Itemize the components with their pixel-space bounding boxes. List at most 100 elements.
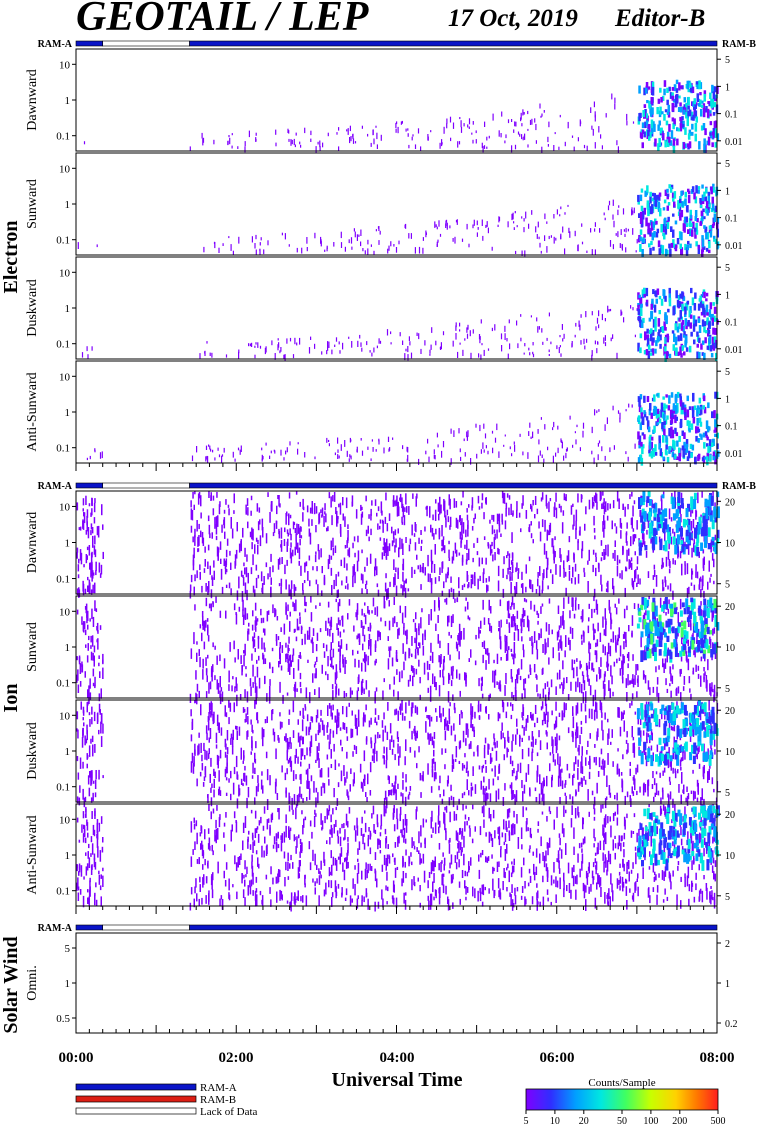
data-cell xyxy=(482,572,485,583)
data-cell xyxy=(574,334,576,338)
data-cell xyxy=(486,146,488,149)
data-cell xyxy=(557,630,560,638)
data-cell xyxy=(612,500,615,509)
data-cell xyxy=(706,210,709,216)
data-cell xyxy=(339,524,342,534)
data-cell xyxy=(596,410,598,414)
data-cell xyxy=(659,244,663,254)
data-cell xyxy=(609,308,612,312)
data-cell xyxy=(312,566,314,571)
data-cell xyxy=(225,712,228,718)
data-cell xyxy=(244,567,246,575)
data-cell xyxy=(207,586,209,595)
data-cell xyxy=(297,659,300,671)
data-cell xyxy=(433,732,436,739)
data-cell xyxy=(703,93,706,102)
data-cell xyxy=(545,550,548,559)
data-cell xyxy=(668,794,670,807)
data-cell xyxy=(409,341,411,346)
data-cell xyxy=(675,405,678,414)
data-cell xyxy=(194,574,196,582)
data-cell xyxy=(196,520,198,532)
data-cell xyxy=(666,456,670,463)
data-cell xyxy=(446,509,449,516)
data-cell xyxy=(86,555,88,560)
data-cell xyxy=(572,597,574,607)
data-cell xyxy=(485,648,487,655)
data-cell xyxy=(299,612,301,616)
data-cell xyxy=(417,565,419,570)
data-cell xyxy=(517,131,520,135)
data-cell xyxy=(257,544,259,555)
data-cell xyxy=(499,627,501,640)
data-cell xyxy=(657,517,661,523)
data-cell xyxy=(573,773,575,778)
data-cell xyxy=(657,508,661,517)
data-cell xyxy=(403,661,405,671)
data-cell xyxy=(265,533,268,544)
data-cell xyxy=(685,519,689,526)
data-cell xyxy=(310,130,312,136)
data-cell xyxy=(484,433,487,439)
data-cell xyxy=(678,95,681,99)
data-cell xyxy=(352,134,354,138)
data-cell xyxy=(338,127,340,131)
data-cell xyxy=(479,630,481,634)
data-cell xyxy=(658,719,661,728)
data-cell xyxy=(340,639,343,649)
data-cell xyxy=(340,770,343,782)
data-cell xyxy=(588,678,590,686)
data-cell xyxy=(543,711,545,722)
data-cell xyxy=(300,535,303,539)
data-cell xyxy=(688,428,691,433)
data-cell xyxy=(368,720,371,728)
data-cell xyxy=(381,552,384,560)
data-cell xyxy=(288,138,290,142)
data-cell xyxy=(532,431,534,439)
data-cell xyxy=(435,528,437,535)
data-cell xyxy=(513,632,516,641)
data-cell xyxy=(84,671,86,678)
data-cell xyxy=(259,345,262,349)
data-cell xyxy=(707,445,710,454)
data-cell xyxy=(687,646,691,653)
data-cell xyxy=(293,668,295,679)
data-cell xyxy=(279,653,281,665)
data-cell xyxy=(345,576,348,583)
data-cell xyxy=(521,571,523,580)
data-cell xyxy=(581,241,584,245)
data-cell xyxy=(535,640,538,650)
data-cell xyxy=(328,554,331,564)
data-cell xyxy=(589,685,592,696)
data-cell xyxy=(251,775,254,779)
data-cell xyxy=(90,552,93,563)
data-cell xyxy=(347,530,349,541)
data-cell xyxy=(285,579,287,590)
data-cell xyxy=(376,583,379,588)
data-cell xyxy=(613,220,615,228)
data-cell xyxy=(703,456,707,460)
data-cell xyxy=(402,543,404,555)
data-cell xyxy=(705,330,708,334)
data-cell xyxy=(355,509,358,519)
data-cell xyxy=(666,415,669,420)
data-cell xyxy=(695,646,699,653)
data-cell xyxy=(702,515,706,528)
data-cell xyxy=(645,120,649,126)
data-cell xyxy=(530,436,532,439)
data-cell xyxy=(636,556,639,565)
data-cell xyxy=(613,445,615,450)
data-cell xyxy=(605,501,607,512)
data-cell xyxy=(287,128,289,133)
data-cell xyxy=(639,578,641,585)
data-cell xyxy=(684,541,686,552)
data-cell xyxy=(254,767,256,774)
data-cell xyxy=(714,652,717,659)
data-cell xyxy=(223,447,225,453)
data-cell xyxy=(650,125,654,134)
data-cell xyxy=(637,308,641,316)
data-cell xyxy=(461,526,463,536)
data-cell xyxy=(603,673,606,682)
data-cell xyxy=(715,352,718,361)
data-cell xyxy=(695,510,698,517)
